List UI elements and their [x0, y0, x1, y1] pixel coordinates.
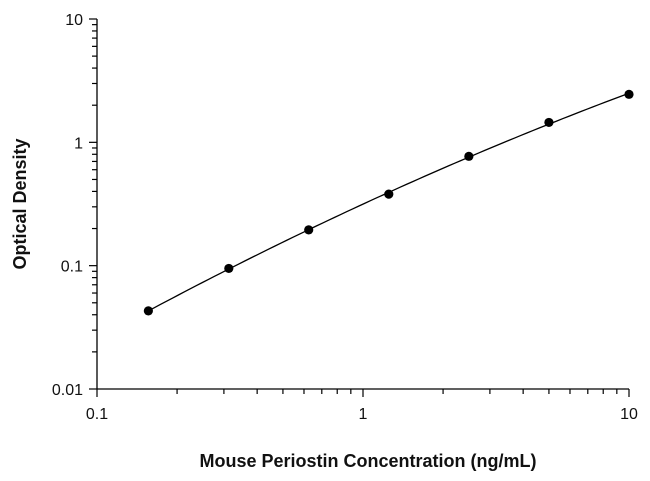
x-axis-tick-labels: 0.1 1 10: [86, 406, 638, 423]
y-tick-label: 0.1: [61, 259, 83, 276]
data-point: [624, 89, 634, 99]
x-tick-label: 0.1: [86, 406, 108, 423]
fit-curve: [148, 92, 630, 312]
data-point: [464, 151, 474, 161]
x-tick-label: 1: [359, 406, 368, 423]
y-tick-label: 0.01: [52, 382, 83, 399]
data-point: [304, 225, 314, 235]
data-point: [384, 189, 394, 199]
x-axis-title: Mouse Periostin Concentration (ng/mL): [199, 451, 536, 471]
x-tick-label: 10: [620, 406, 638, 423]
y-tick-label: 10: [65, 12, 83, 29]
y-axis-tick-labels: 0.01 0.1 1 10: [52, 12, 83, 399]
x-axis-ticks: [96, 389, 630, 397]
data-points: [143, 89, 634, 316]
data-point: [224, 263, 234, 274]
y-axis-title: Optical Density: [10, 138, 30, 269]
data-point: [544, 117, 554, 128]
y-axis-ticks: [89, 18, 97, 390]
data-point: [143, 306, 153, 316]
y-tick-label: 1: [74, 135, 83, 152]
